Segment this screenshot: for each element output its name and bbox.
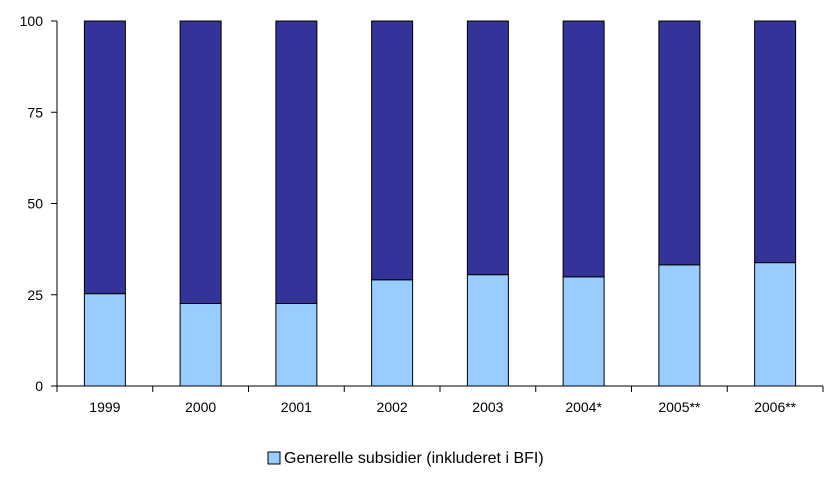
bar-segment-series-0 [466,274,509,387]
bars [83,20,797,387]
bar-segment-series-0 [658,264,701,387]
y-tick-label: 25 [27,287,43,303]
bar-segment-series-1 [658,20,701,266]
x-tick-label: 2000 [185,399,216,415]
y-tick-label: 0 [35,378,43,394]
legend-label: Generelle subsidier (inkluderet i BFI) [284,450,544,467]
bar-segment-series-1 [562,20,605,278]
bar-segment-series-0 [275,303,318,387]
x-tick-label: 2005** [658,399,701,415]
bar-segment-series-0 [371,279,414,387]
y-tick-label: 75 [27,104,43,120]
x-axis: 1999 2000 2001 2002 2003 2004* 2005** 2006** [56,385,824,415]
x-tick-label: 2004* [565,399,602,415]
x-tick-label: 2001 [281,399,312,415]
legend-swatch [267,451,281,465]
bar-segment-series-0 [562,276,605,387]
bar-segment-series-1 [83,20,126,295]
bar-segment-series-0 [83,293,126,387]
legend: Generelle subsidier (inkluderet i BFI) [267,450,544,467]
y-tick-label: 50 [27,196,43,212]
x-tick-label: 2003 [472,399,503,415]
y-tick-label: 100 [20,13,44,29]
bar-segment-series-0 [179,303,222,387]
x-tick-label: 2002 [377,399,408,415]
bar-segment-series-1 [275,20,318,305]
x-tick-label: 1999 [89,399,120,415]
x-tick-label: 2006** [754,399,797,415]
y-axis: 0 25 50 75 100 [20,13,58,394]
bar-segment-series-1 [466,20,509,276]
bar-segment-series-1 [371,20,414,281]
bar-segment-series-0 [754,262,797,387]
bar-segment-series-1 [754,20,797,264]
bar-segment-series-1 [179,20,222,305]
